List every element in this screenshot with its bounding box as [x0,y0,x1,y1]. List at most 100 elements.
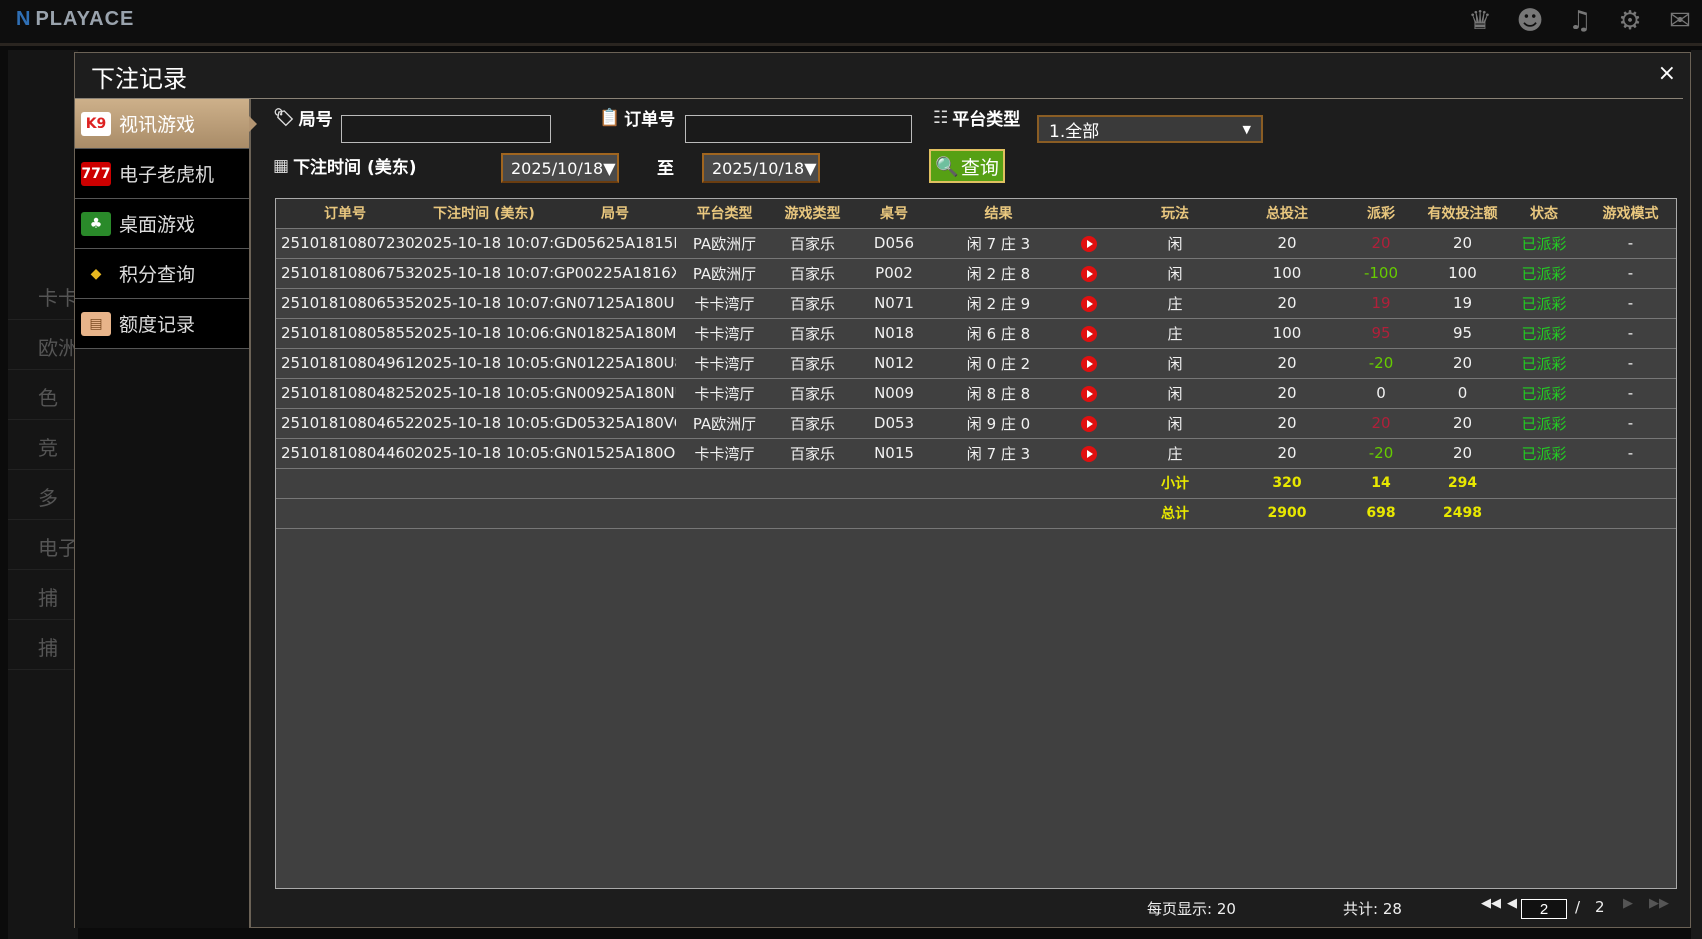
cell-replay [1061,378,1116,409]
vip-icon[interactable]: ♛ [1468,6,1492,36]
cell-game-mode: - [1585,288,1676,319]
sidebar-item-1[interactable]: 777 电子老虎机 [75,149,249,199]
date-from-select[interactable]: 2025/10/18▼ [501,153,619,183]
cell-game-mode: - [1585,348,1676,379]
cell-round-number: GN01225A180U8 [554,348,676,379]
page-input[interactable] [1521,899,1567,919]
play-replay-icon[interactable] [1080,265,1097,282]
cell-valid-bet: 20 [1422,228,1503,259]
query-button[interactable]: 🔍 查询 [929,149,1005,183]
calendar-icon: ▦ [273,155,290,176]
empty-cell [936,468,1061,499]
sidebar-item-label: 额度记录 [119,314,196,336]
cell-table-number: N009 [852,378,936,409]
cell-game-type: 百家乐 [773,348,852,379]
next-page-icon[interactable]: ▶ [1623,896,1633,911]
cell-order-number: 251018108049616 [276,348,414,379]
cell-valid-bet: 20 [1422,438,1503,469]
platform-select[interactable]: 1.全部 ▼ [1037,115,1263,143]
cell-valid-bet: 20 [1422,408,1503,439]
sidebar-item-3[interactable]: ◆ 积分查询 [75,249,249,299]
cell-bet-type: 闲 [1116,378,1234,409]
cell-bet-time: 2025-10-18 10:07:53 [414,228,554,259]
empty-cell [276,468,414,499]
round-label: 🏷 局号 [273,105,333,131]
close-button[interactable]: × [1657,61,1676,86]
play-replay-icon[interactable] [1080,235,1097,252]
cell-replay [1061,438,1116,469]
cell-result: 闲 8 庄 8 [936,378,1061,409]
header-game-type: 游戏类型 [773,199,852,229]
header-bet-time: 下注时间 (美东) [414,199,554,229]
play-replay-icon[interactable] [1080,445,1097,462]
grand_total-payout: 698 [1340,498,1422,529]
header-table-number: 桌号 [852,199,936,229]
play-replay-icon[interactable] [1080,325,1097,342]
order-label: 📋 订单号 [599,105,675,131]
date-to-select[interactable]: 2025/10/18▼ [702,153,820,183]
play-replay-icon[interactable] [1080,385,1097,402]
cell-platform: PA欧洲厅 [676,258,773,289]
cell-order-number: 251018108065354 [276,288,414,319]
cell-game-mode: - [1585,228,1676,259]
first-page-icon[interactable]: ◀◀ [1481,896,1501,911]
sidebar-item-4[interactable]: ▤ 额度记录 [75,299,249,349]
cell-replay [1061,408,1116,439]
play-replay-icon[interactable] [1080,295,1097,312]
cell-game-type: 百家乐 [773,258,852,289]
cell-bet-time: 2025-10-18 10:07:14 [414,288,554,319]
sidebar-item-0[interactable]: K9 视讯游戏 [75,99,257,149]
header-round-number: 局号 [554,199,676,229]
cell-payout: 20 [1340,228,1422,259]
subtotal-total_bet: 320 [1234,468,1340,499]
cell-status: 已派彩 [1503,258,1585,289]
cell-platform: 卡卡湾厅 [676,288,773,319]
cell-round-number: GD05325A180VO [554,408,676,439]
cell-result: 闲 9 庄 0 [936,408,1061,439]
cell-replay [1061,258,1116,289]
cell-table-number: D053 [852,408,936,439]
cell-payout: 95 [1340,318,1422,349]
play-replay-icon[interactable] [1080,355,1097,372]
cell-game-mode: - [1585,258,1676,289]
header-platform: 平台类型 [676,199,773,229]
last-page-icon[interactable]: ▶▶ [1649,896,1669,911]
chat-users-icon[interactable]: ☻ [1516,6,1544,36]
query-label: 查询 [960,156,999,179]
cell-order-number: 251018108046529 [276,408,414,439]
cell-platform: 卡卡湾厅 [676,318,773,349]
top-bar: N PLAYACE ♛ ☻ ♫ ⚙ ✉ [0,0,1702,46]
empty-cell [554,468,676,499]
tag-icon: 🏷 [273,107,295,128]
cell-bet-type: 闲 [1116,348,1234,379]
prev-page-icon[interactable]: ◀ [1507,896,1517,911]
subtotal-label: 小计 [1116,468,1234,499]
cell-total-bet: 100 [1234,318,1340,349]
round-input[interactable] [341,115,551,143]
sidebar: K9 视讯游戏 777 电子老虎机 ♣ 桌面游戏 ◆ 积分查询 ▤ 额度记录 [75,99,257,928]
play-replay-icon[interactable] [1080,415,1097,432]
cell-bet-time: 2025-10-18 10:05:47 [414,348,554,379]
sidebar-item-label: 电子老虎机 [119,164,215,186]
gear-icon[interactable]: ⚙ [1618,6,1642,36]
cell-game-mode: - [1585,378,1676,409]
message-icon[interactable]: ✉ [1669,6,1691,36]
cell-platform: 卡卡湾厅 [676,378,773,409]
table-header: 订单号 下注时间 (美东) 局号 平台类型 游戏类型 桌号 结果 玩法 总投注 派彩 有效投注额 状态… [276,199,1676,229]
total-count: 共计: 28 [1343,900,1402,918]
cell-bet-time: 2025-10-18 10:05:32 [414,408,554,439]
cell-table-number: N015 [852,438,936,469]
cell-platform: PA欧洲厅 [676,228,773,259]
background-item: 卡卡 [8,270,78,320]
header-total-bet: 总投注 [1234,199,1340,229]
page-separator: / [1575,898,1581,916]
background-item: 捕 [8,620,78,670]
music-icon[interactable]: ♫ [1568,6,1592,36]
sidebar-item-2[interactable]: ♣ 桌面游戏 [75,199,249,249]
order-input[interactable] [685,115,912,143]
